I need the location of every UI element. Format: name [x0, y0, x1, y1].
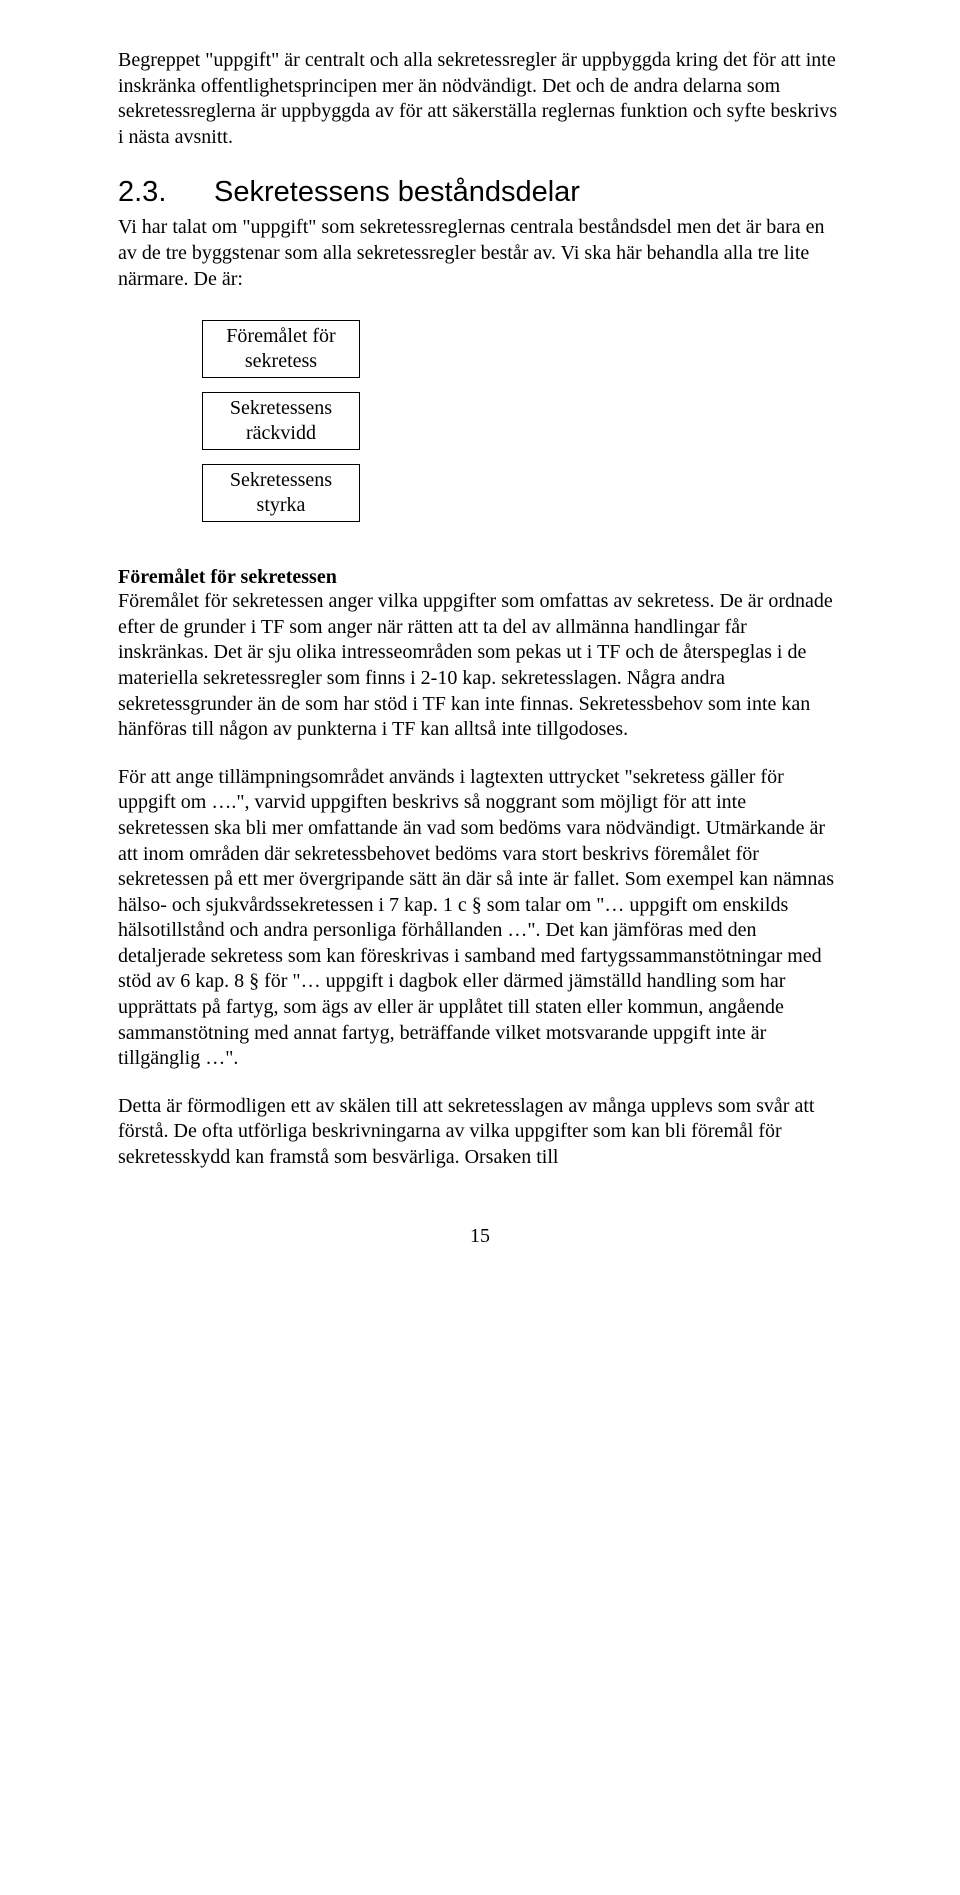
box-line: styrka: [257, 494, 306, 516]
concept-box-styrka: Sekretessens styrka: [202, 464, 360, 522]
concept-box-group: Föremålet för sekretess Sekretessens räc…: [202, 320, 842, 522]
concept-box-rackvidd: Sekretessens räckvidd: [202, 392, 360, 450]
paragraph-foremal-2: För att ange tillämpningsområdet används…: [118, 765, 842, 1072]
box-line: Sekretessens: [230, 469, 332, 491]
box-line: Föremålet för: [226, 325, 335, 347]
box-line: sekretess: [245, 350, 317, 372]
paragraph-intro: Begreppet "uppgift" är centralt och alla…: [118, 48, 842, 150]
section-title: Sekretessens beståndsdelar: [214, 176, 580, 209]
document-page: Begreppet "uppgift" är centralt och alla…: [0, 0, 960, 1308]
box-line: Sekretessens: [230, 397, 332, 419]
section-heading: 2.3. Sekretessens beståndsdelar: [118, 176, 842, 209]
section-number: 2.3.: [118, 176, 214, 209]
paragraph-foremal-1: Föremålet för sekretessen anger vilka up…: [118, 589, 842, 743]
concept-box-foremal: Föremålet för sekretess: [202, 320, 360, 378]
page-number: 15: [118, 1225, 842, 1248]
paragraph-section-intro: Vi har talat om "uppgift" som sekretessr…: [118, 215, 842, 292]
box-line: räckvidd: [246, 422, 316, 444]
paragraph-foremal-3: Detta är förmodligen ett av skälen till …: [118, 1094, 842, 1171]
subheading-foremal: Föremålet för sekretessen: [118, 566, 842, 589]
